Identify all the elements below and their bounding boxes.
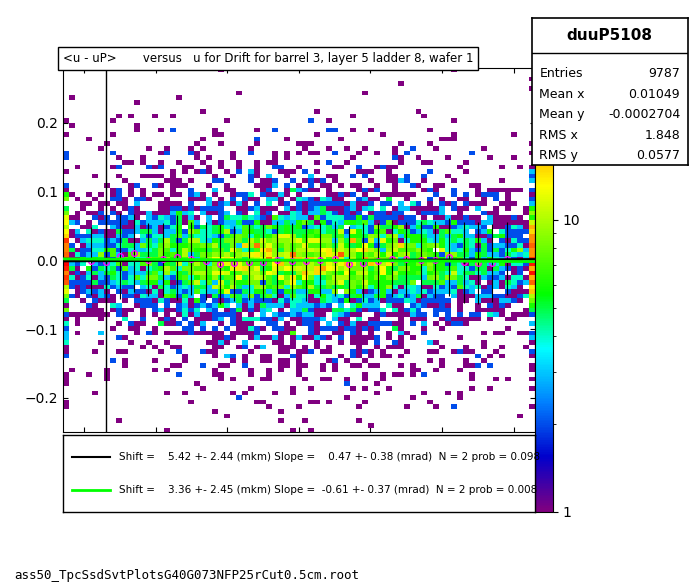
Text: 0.01049: 0.01049 bbox=[628, 88, 680, 101]
Text: Mean x: Mean x bbox=[539, 88, 585, 101]
Text: 0.0577: 0.0577 bbox=[636, 149, 680, 162]
Text: duuP5108: duuP5108 bbox=[567, 28, 653, 43]
Text: Shift =    3.36 +- 2.45 (mkm) Slope =  -0.61 +- 0.37 (mrad)  N = 2 prob = 0.008: Shift = 3.36 +- 2.45 (mkm) Slope = -0.61… bbox=[120, 485, 537, 495]
Text: 1.848: 1.848 bbox=[644, 129, 680, 142]
Text: ass50_TpcSsdSvtPlotsG40G073NFP25rCut0.5cm.root: ass50_TpcSsdSvtPlotsG40G073NFP25rCut0.5c… bbox=[14, 569, 359, 582]
Text: Mean y: Mean y bbox=[539, 108, 585, 121]
Text: -0.0002704: -0.0002704 bbox=[608, 108, 680, 121]
Text: RMS y: RMS y bbox=[539, 149, 578, 162]
Text: 9787: 9787 bbox=[648, 67, 680, 80]
Text: <u - uP>       versus   u for Drift for barrel 3, layer 5 ladder 8, wafer 1: <u - uP> versus u for Drift for barrel 3… bbox=[63, 52, 473, 65]
Text: RMS x: RMS x bbox=[539, 129, 578, 142]
Text: Shift =    5.42 +- 2.44 (mkm) Slope =    0.47 +- 0.38 (mrad)  N = 2 prob = 0.098: Shift = 5.42 +- 2.44 (mkm) Slope = 0.47 … bbox=[120, 452, 541, 462]
Text: Entries: Entries bbox=[539, 67, 583, 80]
